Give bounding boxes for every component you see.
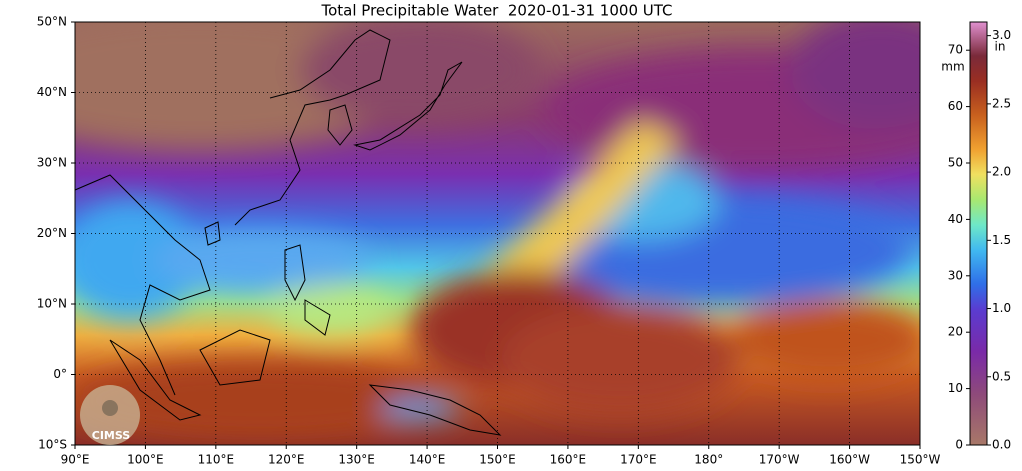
logo-text: CIMSS [92, 429, 131, 442]
lon-tick-label: 100°E [127, 453, 164, 467]
in-tick-label: 0.5 [992, 369, 1011, 383]
in-unit-label: in [995, 40, 1006, 54]
lat-tick-label: 10°S [38, 438, 67, 452]
in-tick-label: 1.0 [992, 301, 1011, 315]
in-tick-label: 2.5 [992, 96, 1011, 110]
lon-tick-label: 170°W [759, 453, 800, 467]
lon-tick-label: 150°E [479, 453, 516, 467]
lat-tick-label: 40°N [37, 85, 67, 99]
in-tick-label: 0.0 [992, 438, 1011, 452]
tpw-field [75, 22, 920, 445]
lon-tick-label: 130°E [338, 453, 375, 467]
cimss-logo: CIMSS [80, 385, 140, 445]
mm-tick-label: 50 [948, 156, 963, 170]
lon-tick-label: 140°E [409, 453, 446, 467]
mm-tick-label: 60 [948, 99, 963, 113]
coastlines [74, 29, 502, 436]
lon-tick-label: 110°E [198, 453, 235, 467]
mm-tick-label: 10 [948, 381, 963, 395]
lon-tick-label: 120°E [268, 453, 305, 467]
lat-tick-label: 10°N [37, 297, 67, 311]
mm-tick-label: 70 [948, 43, 963, 57]
lon-tick-label: 160°W [829, 453, 870, 467]
map-title: Total Precipitable Water 2020-01-31 1000… [320, 2, 672, 20]
mm-unit-label: mm [941, 60, 964, 74]
mm-tick-label: 30 [948, 268, 963, 282]
colorbar [969, 21, 988, 446]
lon-tick-label: 160°E [550, 453, 587, 467]
lon-tick-label: 90°E [61, 453, 90, 467]
lat-tick-label: 30°N [37, 156, 67, 170]
lon-tick-label: 170°E [620, 453, 657, 467]
in-tick-label: 2.0 [992, 165, 1011, 179]
mm-tick-label: 20 [948, 325, 963, 339]
lat-tick-label: 50°N [37, 15, 67, 29]
in-tick-label: 1.5 [992, 233, 1011, 247]
mm-tick-label: 40 [948, 212, 963, 226]
lon-tick-label: 150°W [900, 453, 941, 467]
in-tick-label: 3.0 [992, 28, 1011, 42]
lon-tick-label: 180° [694, 453, 723, 467]
lat-tick-label: 20°N [37, 226, 67, 240]
mm-tick-label: 0 [955, 438, 963, 452]
lat-tick-label: 0° [53, 367, 67, 381]
